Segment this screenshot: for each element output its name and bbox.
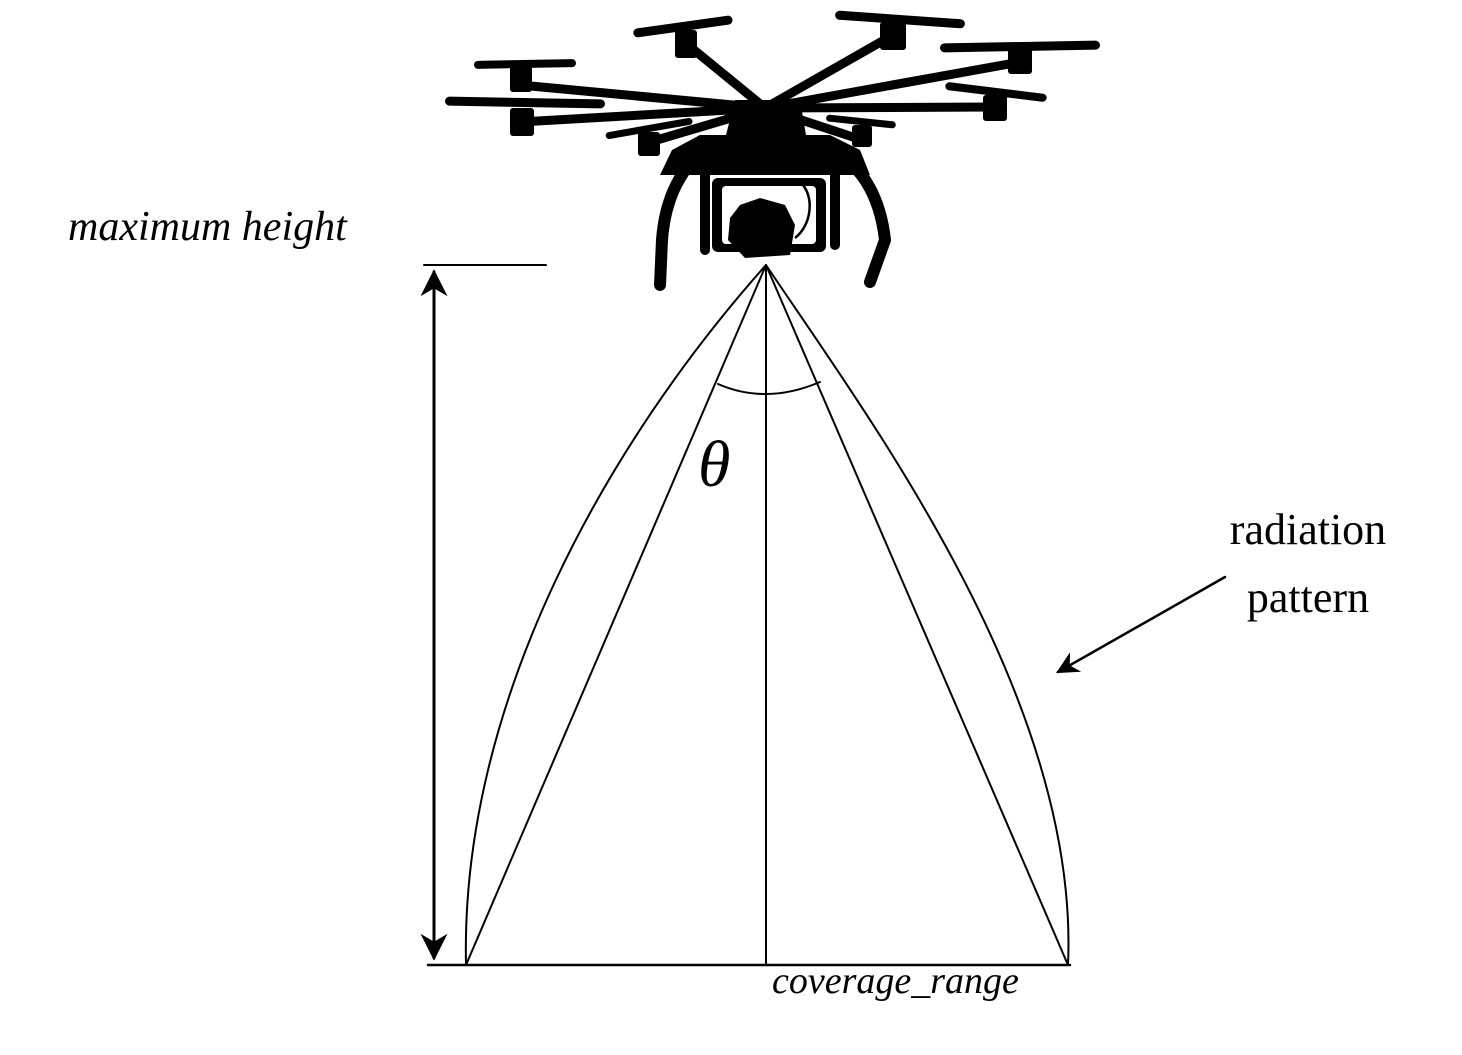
radiation-label-line1: radiation: [1230, 505, 1386, 554]
drone-icon: [445, 10, 1100, 291]
theta-arc: [717, 381, 821, 395]
coverage-range-label: coverage_range: [772, 960, 1019, 1002]
coverage-right-edge: [765, 264, 1069, 966]
coverage-left-edge: [465, 264, 767, 966]
maximum-height-label: maximum height: [68, 204, 348, 250]
radiation-pointer-arrow: [1056, 575, 1227, 674]
radiation-pattern-lobe-right: [765, 264, 1070, 966]
radiation-label-line2: pattern: [1247, 573, 1369, 622]
radiation-pattern-lobe: [464, 264, 767, 966]
theta-label: θ: [698, 428, 730, 501]
